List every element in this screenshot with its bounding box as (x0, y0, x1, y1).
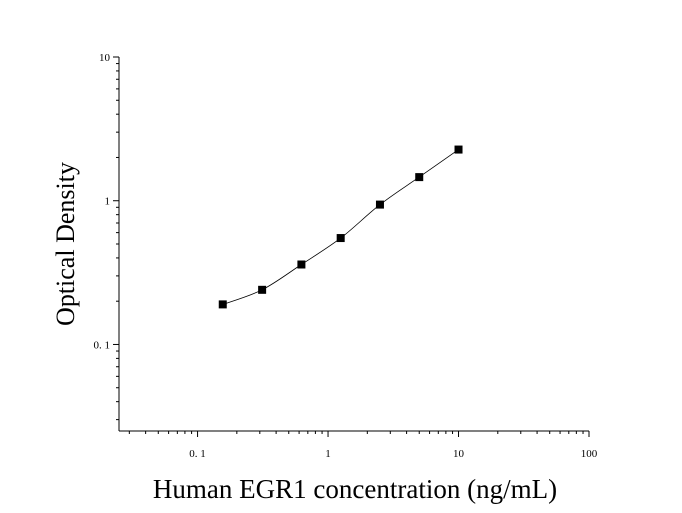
y-tick-label: 0. 1 (94, 339, 111, 351)
x-tick-label: 1 (325, 448, 331, 460)
data-point (218, 300, 227, 309)
data-point (415, 173, 424, 182)
axis-ticks (113, 56, 590, 437)
x-axis-title: Human EGR1 concentration (ng/mL) (153, 474, 557, 504)
fit-curve-group (222, 149, 459, 305)
data-point (297, 260, 306, 269)
data-points (218, 145, 463, 309)
x-tick-label: 0. 1 (189, 448, 206, 460)
y-tick-label: 10 (99, 52, 111, 64)
fit-curve (222, 149, 459, 305)
y-axis-title: Optical Density (51, 162, 80, 326)
x-tick-label: 100 (581, 448, 598, 460)
tick-labels: 0. 1 1 10 100 0. 1 1 10 (94, 52, 598, 460)
x-tick-label: 10 (453, 448, 465, 460)
data-point (454, 145, 463, 154)
data-point (258, 285, 267, 294)
y-tick-label: 1 (105, 196, 111, 208)
data-point (336, 234, 345, 243)
data-point (375, 200, 384, 209)
axes (118, 57, 589, 432)
